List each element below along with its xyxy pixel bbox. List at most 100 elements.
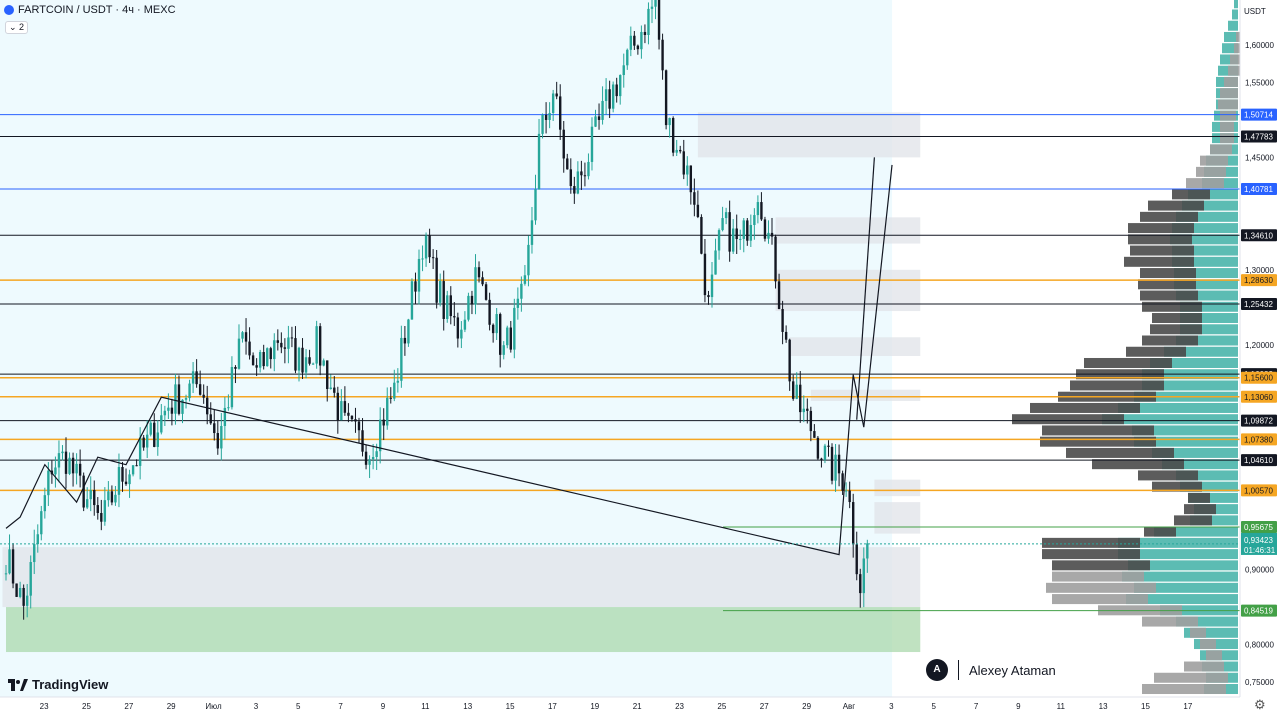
candle-body-37 (135, 465, 138, 467)
volume-profile-gray-53 (1052, 594, 1148, 605)
x-tick-label-2: 27 (124, 702, 133, 711)
candle-body-109 (389, 397, 392, 399)
candle-body-33 (121, 467, 124, 482)
volume-profile-dark-31 (1126, 346, 1186, 357)
level-tag-label-0: 1,50714 (1244, 111, 1273, 120)
gear-icon[interactable]: ⚙ (1254, 697, 1266, 712)
candle-body-78 (280, 342, 283, 348)
candle-body-128 (456, 317, 460, 339)
candle-body-75 (269, 348, 272, 360)
volume-profile-gray-59 (1184, 661, 1224, 672)
candle-body-24 (89, 490, 92, 500)
zone-1 (6, 607, 921, 653)
volume-profile-dark-42 (1138, 470, 1198, 481)
volume-profile-gray-60 (1154, 672, 1228, 683)
candle-body-238 (844, 490, 848, 492)
volume-profile-dark-36 (1030, 402, 1140, 413)
level-tag-bg-7 (1241, 371, 1277, 384)
candle-body-120 (428, 235, 431, 258)
zone-5 (789, 337, 921, 356)
candle-body-114 (407, 319, 410, 344)
volume-profile-teal-55 (1176, 616, 1238, 627)
candle-body-113 (403, 337, 407, 344)
indicator-toggle[interactable]: ⌄ 2 (5, 21, 29, 34)
candle-body-182 (647, 8, 650, 35)
candle-body-115 (410, 281, 414, 320)
candle-body-132 (470, 295, 474, 305)
candle-body-101 (361, 430, 364, 452)
candle-body-166 (590, 126, 594, 162)
level-tag-label-9: 1,09872 (1244, 417, 1273, 426)
level-tag-label-12: 1,00570 (1244, 486, 1273, 495)
candle-body-156 (555, 93, 558, 97)
volume-profile-dark-34 (1070, 380, 1164, 391)
x-tick-label-27: 17 (1183, 702, 1192, 711)
candle-body-64 (230, 366, 234, 408)
candle-body-204 (724, 212, 728, 219)
candle-body-171 (608, 89, 611, 109)
candle-body-80 (287, 337, 290, 349)
candle-body-189 (671, 118, 675, 153)
candle-body-32 (117, 467, 121, 495)
candle-body-4 (18, 587, 22, 597)
candle-body-207 (735, 228, 738, 240)
candle-body-127 (453, 316, 456, 318)
volume-profile-gray-8 (1220, 88, 1238, 99)
volume-profile-dark-45 (1184, 504, 1216, 515)
candle-body-164 (583, 175, 587, 177)
volume-profile-teal-19 (1176, 211, 1238, 222)
candle-body-110 (393, 382, 396, 399)
zone-7 (874, 479, 921, 497)
volume-profile-dark-46 (1174, 515, 1212, 526)
volume-profile-teal-52 (1134, 582, 1238, 593)
volume-profile-teal-53 (1126, 594, 1238, 605)
candle-body-102 (364, 451, 368, 465)
candle-body-57 (206, 397, 209, 415)
candle-body-95 (340, 401, 343, 421)
candle-body-161 (573, 186, 576, 194)
candle-body-140 (499, 314, 502, 355)
x-tick-label-21: 5 (931, 702, 936, 711)
volume-profile-dark-41 (1092, 459, 1184, 470)
volume-profile-teal-2 (1228, 20, 1238, 31)
candle-body-49 (177, 384, 181, 414)
candle-body-107 (382, 419, 385, 426)
candle-body-70 (251, 355, 255, 366)
x-tick-label-10: 13 (463, 702, 472, 711)
candle-body-43 (156, 432, 159, 447)
tradingview-logo: TradingView (8, 677, 108, 692)
x-tick-label-20: 3 (889, 702, 894, 711)
level-tag-label-3: 1,34610 (1244, 231, 1273, 240)
volume-profile-teal-47 (1154, 526, 1238, 537)
candle-body-197 (700, 216, 703, 254)
level-tag-bg-13 (1241, 521, 1277, 534)
volume-profile-teal-31 (1164, 346, 1238, 357)
candle-body-194 (689, 165, 693, 193)
candle-body-175 (622, 65, 625, 76)
candle-body-100 (357, 421, 361, 431)
candle-body-217 (770, 232, 774, 237)
candle-body-58 (209, 414, 212, 424)
x-tick-label-6: 5 (296, 702, 301, 711)
candle-body-157 (559, 96, 562, 130)
candle-body-50 (181, 399, 184, 414)
x-tick-label-7: 7 (338, 702, 343, 711)
x-tick-label-4: Июл (205, 702, 222, 711)
candle-body-170 (604, 89, 608, 101)
volume-profile-teal-43 (1180, 481, 1238, 492)
candle-body-148 (527, 244, 530, 276)
chart-header[interactable]: FARTCOIN / USDT · 4ч · MEXC (4, 4, 176, 16)
candle-body-9 (36, 534, 39, 545)
candle-body-22 (82, 475, 85, 508)
volume-profile-teal-1 (1232, 9, 1238, 20)
candle-body-236 (837, 454, 841, 474)
coin-icon (4, 5, 14, 15)
candle-body-56 (202, 394, 205, 398)
x-tick-label-11: 15 (506, 702, 515, 711)
candle-body-202 (717, 230, 721, 251)
candle-body-97 (347, 412, 350, 416)
candle-body-165 (587, 161, 590, 177)
level-tag-label-5: 1,25432 (1244, 300, 1273, 309)
candle-body-126 (449, 295, 452, 317)
